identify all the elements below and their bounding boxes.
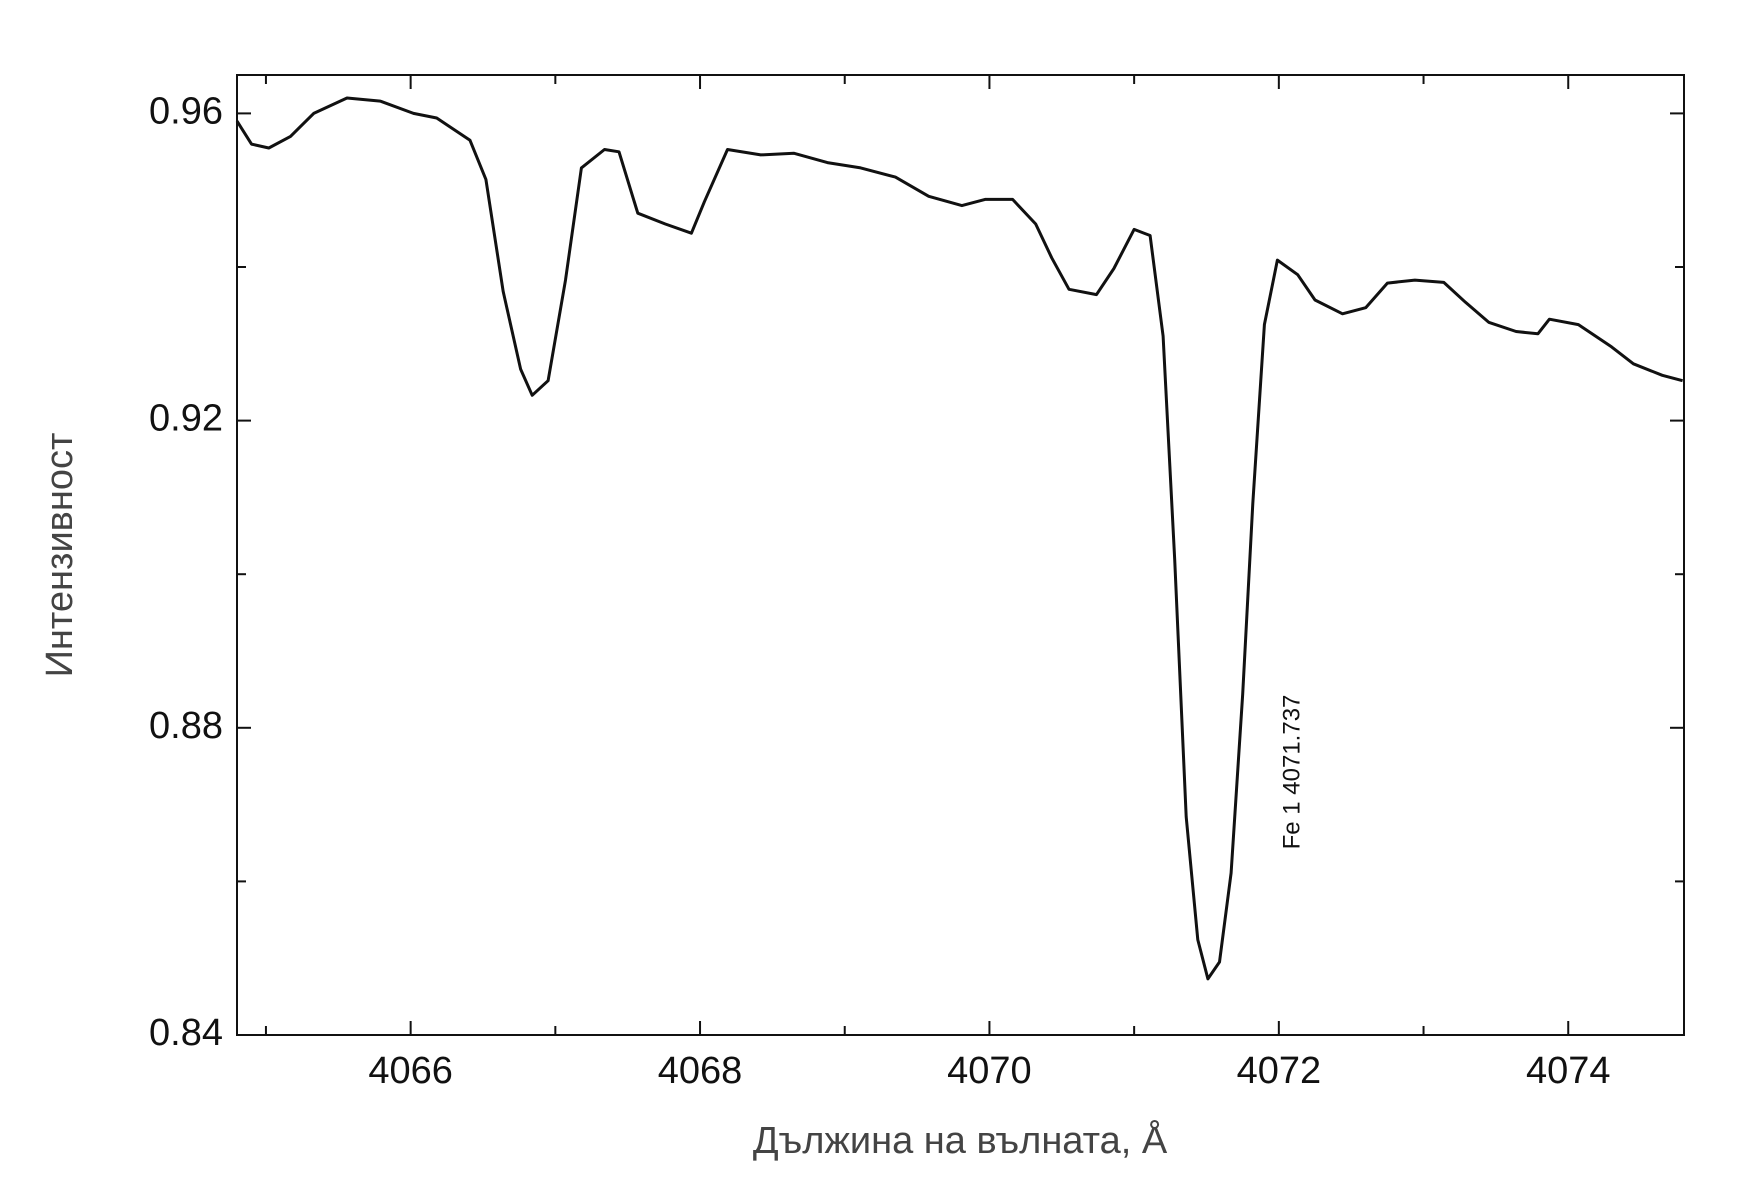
x-tick-label: 4066 (368, 1050, 453, 1092)
y-axis-title: Интензивност (39, 433, 81, 678)
y-tick-label: 0.88 (149, 705, 223, 747)
x-tick-label: 4068 (658, 1050, 743, 1092)
spectrum-line (235, 96, 1683, 981)
y-tick-label: 0.92 (149, 398, 223, 440)
x-tick-label: 4074 (1526, 1050, 1611, 1092)
annotation: Fe 1 4071.737 (1278, 695, 1305, 850)
y-tick-label: 0.84 (149, 1012, 223, 1054)
y-tick-label: 0.96 (149, 90, 223, 132)
plot-frame (236, 74, 1685, 1036)
x-axis-title: Дължина на вълната, Å (753, 1118, 1168, 1162)
x-tick-label: 4070 (947, 1050, 1032, 1092)
x-tick-label: 4072 (1237, 1050, 1322, 1092)
